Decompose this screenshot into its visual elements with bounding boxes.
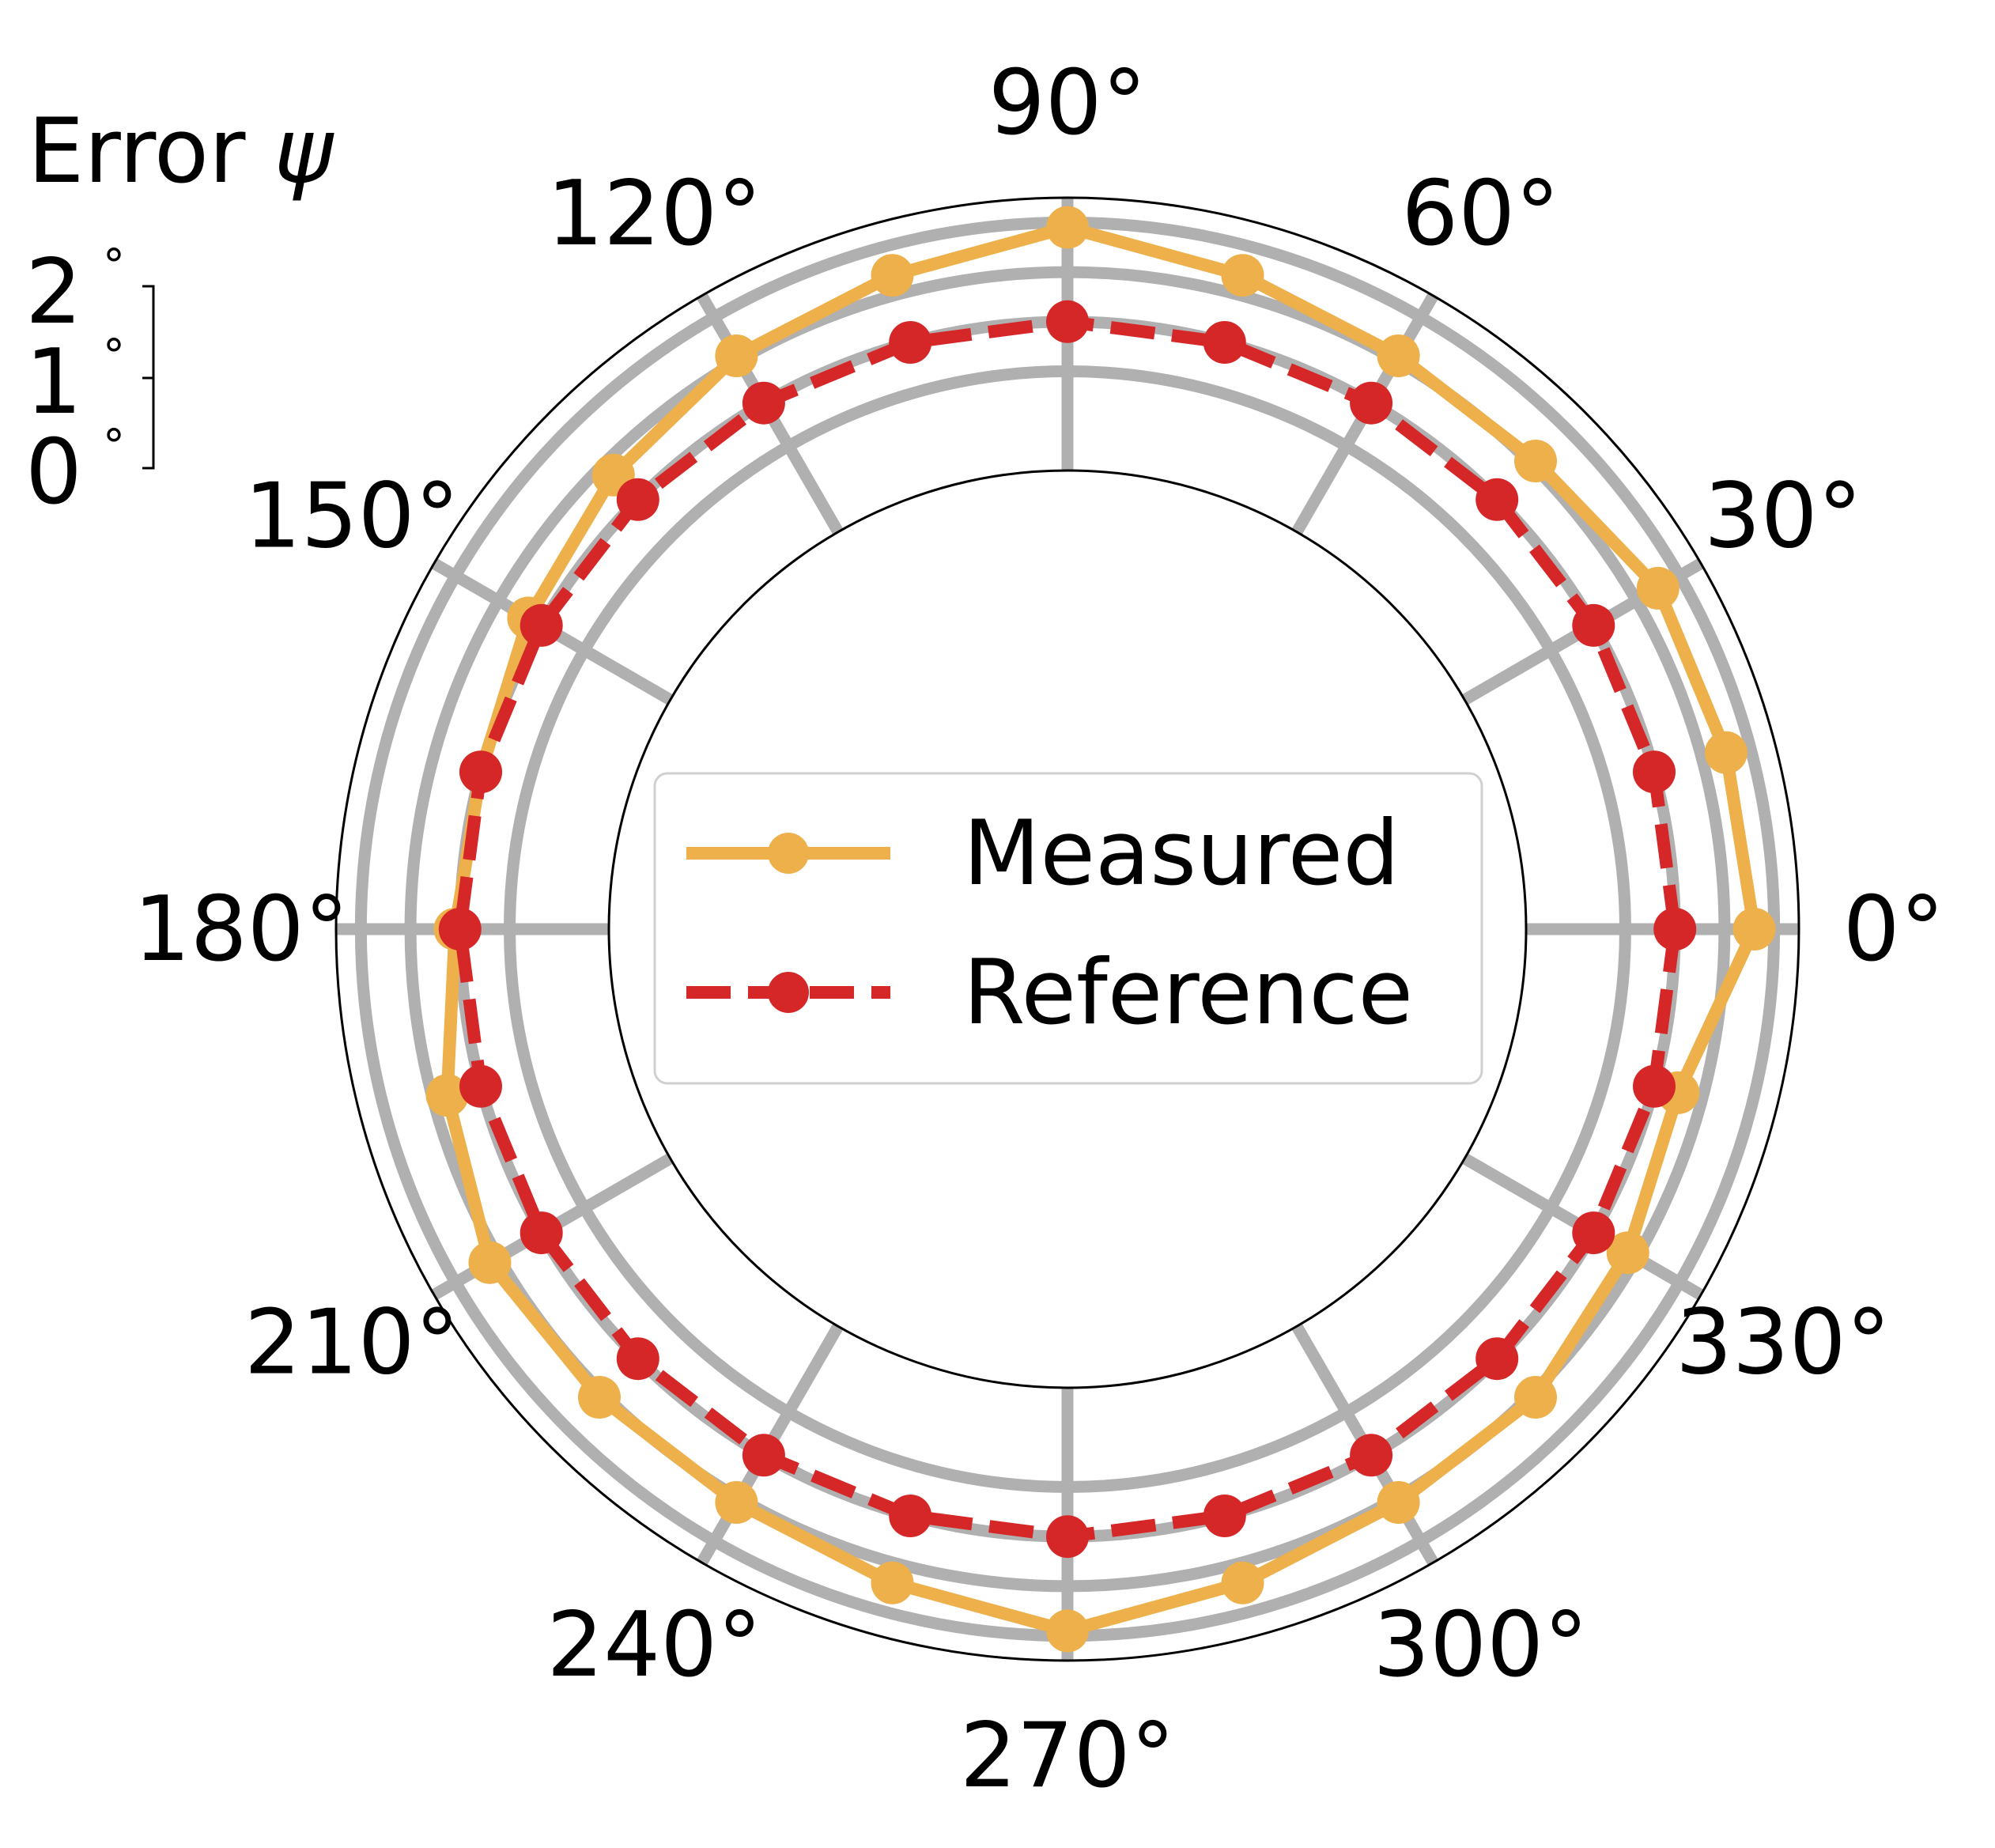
chart-title-symbol: ψ bbox=[274, 99, 334, 203]
point-measured-300 bbox=[1377, 1481, 1420, 1524]
point-measured-60 bbox=[1377, 334, 1420, 377]
point-measured-240 bbox=[715, 1481, 758, 1524]
series-layer bbox=[425, 206, 1776, 1653]
point-reference-285 bbox=[1203, 1495, 1246, 1537]
point-reference-270 bbox=[1046, 1515, 1089, 1559]
theta-tick-label-240: 240° bbox=[546, 1593, 761, 1697]
point-reference-135 bbox=[616, 478, 659, 521]
point-reference-240 bbox=[742, 1434, 785, 1477]
theta-tick-label-120: 120° bbox=[546, 161, 761, 266]
point-reference-30 bbox=[1572, 603, 1615, 647]
theta-tick-label-330: 330° bbox=[1676, 1291, 1891, 1395]
series-reference bbox=[438, 300, 1697, 1559]
radial-gridline-1 bbox=[404, 266, 1731, 1593]
theta-tick-label-180: 180° bbox=[134, 877, 349, 981]
theta-tick-label-270: 270° bbox=[960, 1703, 1175, 1808]
point-measured-75 bbox=[1221, 254, 1264, 297]
point-reference-45 bbox=[1475, 478, 1519, 521]
point-reference-330 bbox=[1572, 1211, 1615, 1255]
point-measured-120 bbox=[715, 334, 758, 377]
point-reference-120 bbox=[742, 381, 785, 425]
theta-tick-label-300: 300° bbox=[1373, 1593, 1588, 1697]
radial-gridline--1 bbox=[504, 365, 1631, 1493]
theta-tick-label-30: 30° bbox=[1704, 464, 1862, 569]
legend: Measured Reference bbox=[653, 772, 1483, 1085]
point-measured-255 bbox=[871, 1561, 914, 1604]
point-reference-195 bbox=[459, 1064, 502, 1108]
point-measured-270 bbox=[1046, 1609, 1089, 1653]
point-reference-15 bbox=[1633, 750, 1676, 794]
point-reference-105 bbox=[889, 321, 932, 364]
theta-tick-label-210: 210° bbox=[244, 1291, 459, 1395]
point-reference-210 bbox=[520, 1211, 563, 1255]
r-tick-label-2: 2 bbox=[25, 240, 82, 344]
point-measured-45 bbox=[1514, 440, 1557, 482]
point-measured-195 bbox=[425, 1074, 469, 1117]
outer-frame-circle bbox=[334, 196, 1800, 1662]
polar-frame bbox=[334, 196, 1800, 1662]
point-reference-90 bbox=[1046, 300, 1089, 343]
r-tick-unit-0: ° bbox=[103, 421, 125, 472]
legend-label-measured: Measured bbox=[963, 801, 1400, 905]
inner-frame-circle bbox=[607, 469, 1528, 1389]
radial-scale-bracket bbox=[142, 285, 155, 470]
chart-title-text: Error bbox=[28, 99, 246, 203]
point-measured-30 bbox=[1636, 566, 1680, 610]
point-measured-105 bbox=[871, 254, 914, 297]
point-measured-315 bbox=[1514, 1376, 1557, 1419]
point-reference-225 bbox=[616, 1337, 659, 1381]
point-reference-315 bbox=[1475, 1337, 1519, 1381]
point-reference-75 bbox=[1203, 321, 1246, 364]
point-measured-90 bbox=[1046, 206, 1089, 249]
r-tick-label-0: 0 bbox=[25, 420, 82, 524]
r-tick-label-1: 1 bbox=[25, 330, 82, 434]
point-measured-285 bbox=[1221, 1561, 1264, 1604]
r-tick-unit-1: ° bbox=[103, 331, 125, 382]
theta-tick-label-150: 150° bbox=[244, 464, 459, 569]
legend-swatch-reference-marker bbox=[768, 972, 809, 1013]
r-tick-unit-2: ° bbox=[103, 240, 125, 292]
legend-swatch-measured-marker bbox=[768, 833, 809, 874]
theta-tick-label-60: 60° bbox=[1401, 161, 1559, 266]
point-reference-300 bbox=[1350, 1434, 1393, 1477]
point-reference-60 bbox=[1350, 381, 1393, 425]
point-measured-225 bbox=[578, 1376, 621, 1419]
point-measured-15 bbox=[1704, 731, 1748, 774]
point-measured-0 bbox=[1732, 908, 1776, 950]
radial-scale-key: Error ψ 2 ° 1 ° 0 ° bbox=[25, 99, 334, 524]
point-measured-210 bbox=[468, 1241, 512, 1284]
theta-tick-label-0: 0° bbox=[1843, 877, 1944, 981]
theta-tick-label-90: 90° bbox=[988, 51, 1147, 155]
point-measured-330 bbox=[1606, 1231, 1649, 1275]
point-reference-0 bbox=[1653, 908, 1697, 950]
point-reference-150 bbox=[520, 603, 563, 647]
point-reference-165 bbox=[459, 750, 502, 794]
point-reference-255 bbox=[889, 1495, 932, 1537]
chart-title: Error ψ bbox=[28, 99, 334, 203]
point-reference-345 bbox=[1633, 1064, 1676, 1108]
theta-tick-labels: 0° 30° 60° 90° 120° 150° 180° 210° 240° 270° 300° 3… bbox=[134, 51, 1944, 1808]
legend-label-reference: Reference bbox=[963, 940, 1413, 1045]
point-reference-180 bbox=[438, 908, 482, 950]
